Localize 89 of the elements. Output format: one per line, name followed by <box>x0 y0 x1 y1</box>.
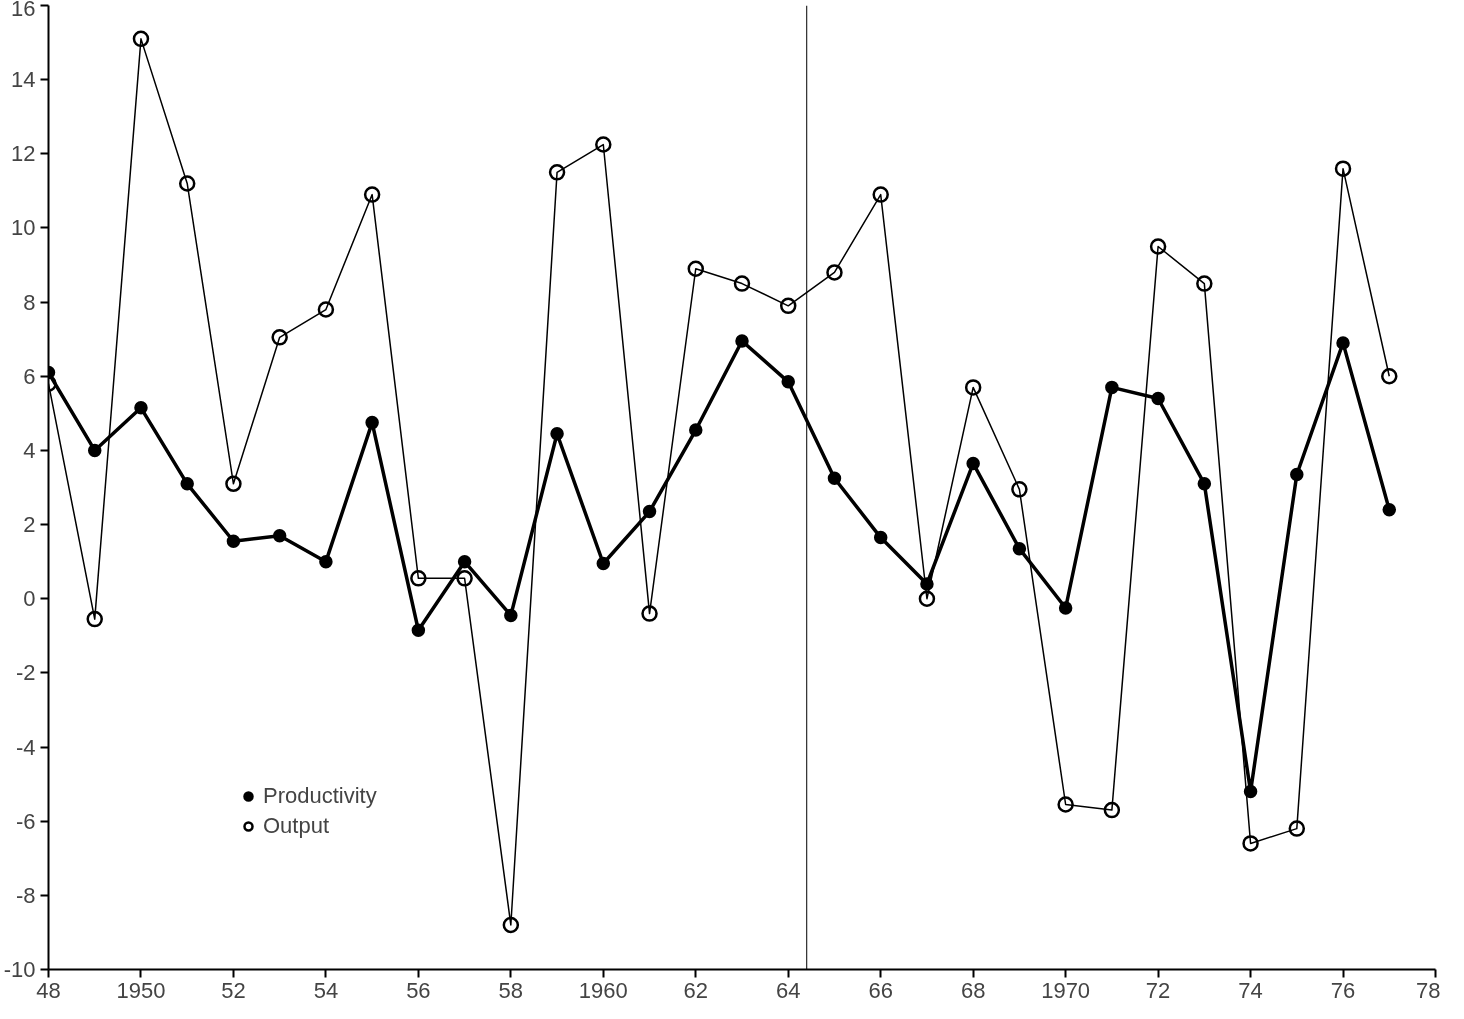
point <box>1242 835 1259 852</box>
point <box>365 415 379 430</box>
y-tick-label: 14 <box>11 67 36 93</box>
y-tick-label: -4 <box>15 734 36 760</box>
legend-label: Output <box>263 813 330 839</box>
point <box>502 916 520 934</box>
y-tick-label: 6 <box>23 363 36 389</box>
point <box>363 186 381 203</box>
point <box>86 610 103 628</box>
point <box>918 590 936 607</box>
x-tick-label: 1950 <box>116 977 166 1003</box>
point <box>457 554 472 569</box>
x-tick-label: 56 <box>406 977 431 1003</box>
x-tick-label: 78 <box>1416 977 1441 1003</box>
point <box>1381 368 1398 385</box>
point <box>596 556 611 571</box>
point <box>1288 820 1306 837</box>
x-tick-label: 76 <box>1330 977 1356 1003</box>
y-tick-label: -8 <box>15 882 36 908</box>
x-tick-label: 52 <box>221 977 246 1003</box>
point <box>1243 784 1258 799</box>
point <box>178 175 196 192</box>
point <box>781 375 795 389</box>
y-tick-label: 4 <box>23 437 36 463</box>
x-tick-label: 1970 <box>1041 977 1091 1003</box>
y-tick-label: 8 <box>23 289 36 315</box>
point <box>1149 238 1167 255</box>
point <box>735 334 749 348</box>
point <box>456 570 473 587</box>
point <box>966 456 980 471</box>
x-tick-label: 54 <box>313 977 339 1003</box>
point <box>595 136 612 153</box>
point <box>1336 336 1350 350</box>
point <box>272 528 287 543</box>
point <box>1197 477 1212 491</box>
point <box>132 30 150 48</box>
x-tick-label: 64 <box>776 977 801 1003</box>
point <box>319 554 333 569</box>
point <box>641 605 658 622</box>
point <box>317 301 335 318</box>
point <box>1105 380 1119 395</box>
x-tick-label: 58 <box>498 977 524 1003</box>
point <box>548 164 566 181</box>
point <box>642 504 657 519</box>
point <box>1196 275 1213 292</box>
x-tick-label: 1960 <box>578 977 628 1003</box>
x-tick-label: 72 <box>1145 977 1171 1003</box>
x-tick-label: 74 <box>1238 977 1263 1003</box>
point <box>1382 503 1397 517</box>
point <box>134 401 148 415</box>
x-tick-label: 62 <box>683 977 709 1003</box>
point <box>504 608 518 623</box>
y-tick-label: 12 <box>11 141 36 167</box>
point <box>226 534 241 548</box>
x-tick-label: 48 <box>36 977 61 1003</box>
x-tick-label: 66 <box>868 977 893 1003</box>
legend-label: Productivity <box>263 783 377 809</box>
y-tick-label: 16 <box>11 0 36 21</box>
point <box>1103 801 1121 819</box>
y-tick-label: 0 <box>23 586 36 612</box>
point <box>225 475 242 493</box>
y-tick-label: 10 <box>11 215 36 241</box>
point <box>1058 601 1073 615</box>
point <box>1012 541 1027 556</box>
point <box>687 260 705 277</box>
point <box>964 379 982 396</box>
point <box>826 264 843 281</box>
point <box>180 477 194 491</box>
point <box>411 623 426 637</box>
point <box>872 186 889 203</box>
point <box>873 530 888 545</box>
point <box>689 423 703 437</box>
y-tick-label: 2 <box>23 512 36 538</box>
point <box>410 570 427 587</box>
y-tick-label: -6 <box>15 808 36 834</box>
point <box>1334 160 1352 177</box>
point <box>1057 796 1074 813</box>
point <box>271 329 288 346</box>
point <box>87 443 102 458</box>
point <box>1151 391 1165 406</box>
point <box>733 275 751 292</box>
x-tick-label: 68 <box>960 977 986 1003</box>
point <box>779 297 797 315</box>
point <box>1290 467 1304 482</box>
y-tick-label: -2 <box>15 660 36 686</box>
y-tick-label: -10 <box>3 957 36 982</box>
point <box>1011 481 1028 498</box>
point <box>550 427 564 441</box>
point <box>827 471 842 485</box>
